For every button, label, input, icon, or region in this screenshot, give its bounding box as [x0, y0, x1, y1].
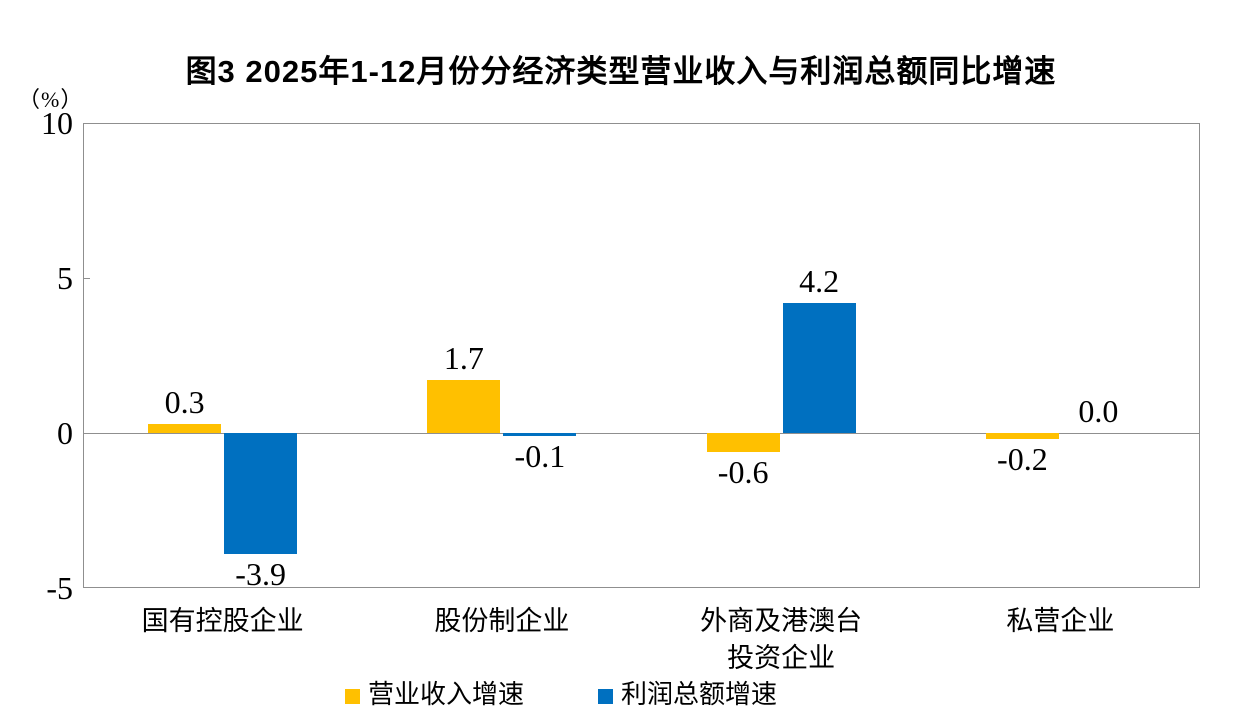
y-tick-label: -5	[46, 570, 73, 606]
bar-value-label: -0.2	[997, 441, 1048, 478]
bar-value-label: -3.9	[235, 555, 286, 592]
y-axis-tick	[83, 278, 90, 279]
legend-swatch-profit	[598, 688, 613, 704]
bar-profit	[782, 302, 856, 433]
bar-revenue	[706, 433, 780, 452]
y-axis-unit-label: （%）	[18, 87, 84, 112]
bar-value-label: 4.2	[799, 262, 840, 299]
category-label: 股份制企业	[434, 606, 570, 636]
y-tick-label: 5	[57, 260, 73, 296]
bar-revenue	[427, 380, 501, 433]
category-label: 外商及港澳台 投资企业	[700, 606, 863, 673]
bar-profit	[503, 433, 577, 437]
legend-item-profit: 利润总额增速	[598, 681, 777, 709]
bar-value-label: 1.7	[443, 340, 484, 377]
y-tick-label: 10	[41, 105, 73, 141]
bar-value-label: -0.1	[514, 438, 566, 475]
legend-item-revenue: 营业收入增速	[344, 680, 524, 709]
chart-title: 图3 2025年1-12月份分经济类型营业收入与利润总额同比增速	[185, 54, 1057, 89]
legend-label-profit: 利润总额增速	[621, 680, 778, 709]
bar-value-label: 0.0	[1078, 393, 1119, 429]
bar-profit	[224, 433, 298, 554]
legend-swatch-revenue	[344, 688, 360, 704]
y-tick-label: 0	[57, 415, 73, 451]
category-label: 私营企业	[1006, 606, 1115, 636]
bar-value-label: -0.6	[717, 453, 769, 490]
bar-revenue	[985, 433, 1059, 440]
bar-value-label: 0.3	[164, 383, 205, 420]
category-label: 国有控股企业	[141, 606, 304, 636]
bar-revenue	[148, 423, 222, 433]
zero-axis-line	[83, 433, 1200, 434]
legend: 营业收入增速 利润总额增速	[0, 681, 1242, 709]
legend-label-revenue: 营业收入增速	[367, 680, 524, 709]
